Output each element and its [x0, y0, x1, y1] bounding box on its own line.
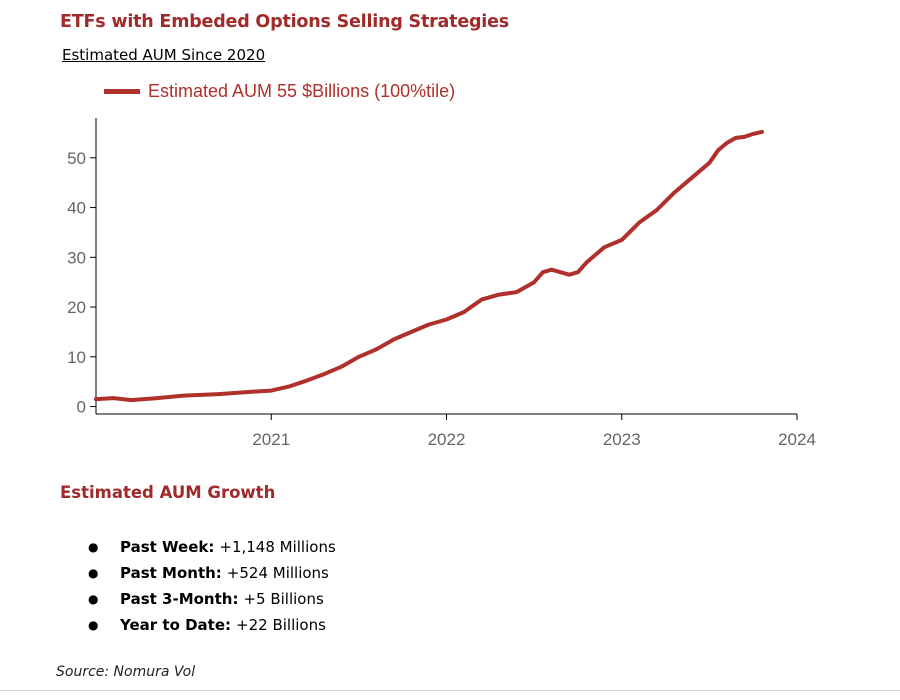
series-point — [497, 292, 501, 297]
series-point — [549, 267, 554, 272]
bullet-icon: ● — [88, 592, 99, 606]
growth-item-label: Past 3-Month: — [120, 590, 239, 608]
y-tick-label: 30 — [67, 248, 86, 267]
series-line — [94, 129, 764, 403]
series-point — [576, 270, 580, 275]
series-point — [444, 317, 449, 322]
series-point — [251, 389, 256, 394]
series-point — [751, 132, 755, 136]
x-tick-label: 2023 — [603, 430, 641, 449]
series-point — [339, 364, 344, 369]
series-point — [742, 135, 747, 139]
y-tick-label: 20 — [67, 298, 86, 317]
series-point — [427, 322, 431, 327]
series-point — [111, 396, 116, 400]
series-point — [602, 245, 606, 250]
chart-subtitle: Estimated AUM Since 2020 — [62, 46, 266, 64]
growth-item-value: +22 Billions — [236, 616, 326, 634]
series-point — [707, 161, 712, 165]
series-point — [620, 238, 624, 242]
series-point — [304, 378, 309, 383]
series-point — [287, 384, 291, 389]
list-item: ● Past Week: +1,148 Millions — [88, 534, 336, 560]
series-point — [655, 208, 659, 212]
growth-item-value: +524 Millions — [226, 564, 329, 582]
series-point — [716, 148, 720, 153]
chart-title: ETFs with Embeded Options Selling Strate… — [60, 12, 509, 32]
list-item: ● Year to Date: +22 Billions — [88, 612, 336, 638]
y-tick-label: 40 — [67, 199, 86, 218]
series-point — [558, 270, 563, 275]
growth-list: ● Past Week: +1,148 Millions ● Past Mont… — [88, 534, 336, 638]
legend-label: Estimated AUM 55 $Billions (100%tile) — [148, 80, 456, 101]
series-point — [637, 220, 642, 225]
series-point — [155, 396, 160, 400]
series-point — [129, 398, 133, 402]
chart-series — [94, 129, 764, 403]
chart-axes — [95, 118, 797, 415]
series-point — [269, 388, 274, 393]
growth-item-label: Year to Date: — [120, 616, 232, 634]
divider — [0, 690, 900, 691]
x-tick-label: 2021 — [252, 430, 290, 449]
series-point — [357, 355, 361, 359]
growth-item-label: Past Week: — [120, 538, 215, 556]
x-tick-label: 2022 — [428, 430, 466, 449]
series-point — [392, 337, 396, 342]
series-point — [181, 393, 186, 398]
aum-line-chart: 0 10 20 30 40 50 2021 2022 2023 2024 — [67, 118, 816, 449]
y-tick-label: 0 — [77, 398, 86, 417]
series-point — [733, 136, 738, 140]
legend-swatch — [104, 88, 140, 94]
chart-legend: Estimated AUM 55 $Billions (100%tile) — [104, 79, 455, 103]
bullet-icon: ● — [88, 566, 99, 580]
list-item: ● Past Month: +524 Millions — [88, 560, 336, 586]
x-tick-label: 2024 — [778, 430, 816, 449]
growth-item-label: Past Month: — [120, 564, 222, 582]
list-item: ● Past 3-Month: +5 Billions — [88, 586, 336, 612]
series-point — [532, 280, 536, 285]
series-point — [514, 290, 519, 294]
series-point — [409, 330, 414, 334]
bullet-icon: ● — [88, 618, 99, 632]
growth-item-value: +1,148 Millions — [219, 538, 336, 556]
series-point — [672, 190, 677, 195]
series-point — [541, 270, 545, 275]
series-point — [584, 260, 589, 265]
series-point — [760, 130, 764, 134]
series-point — [725, 141, 729, 145]
bullet-icon: ● — [88, 540, 99, 554]
series-point — [94, 397, 98, 401]
series-point — [462, 310, 466, 314]
y-tick-label: 10 — [67, 348, 86, 367]
chart-ticks: 0 10 20 30 40 50 2021 2022 2023 2024 — [67, 149, 816, 449]
source-note: Source: Nomura Vol — [56, 664, 196, 680]
y-tick-label: 50 — [67, 149, 86, 168]
growth-item-value: +5 Billions — [243, 590, 324, 608]
series-point — [216, 392, 221, 396]
growth-heading: Estimated AUM Growth — [60, 483, 276, 502]
series-point — [322, 372, 326, 377]
series-point — [567, 272, 571, 277]
series-point — [479, 297, 484, 302]
series-point — [690, 175, 694, 180]
series-point — [374, 347, 379, 352]
